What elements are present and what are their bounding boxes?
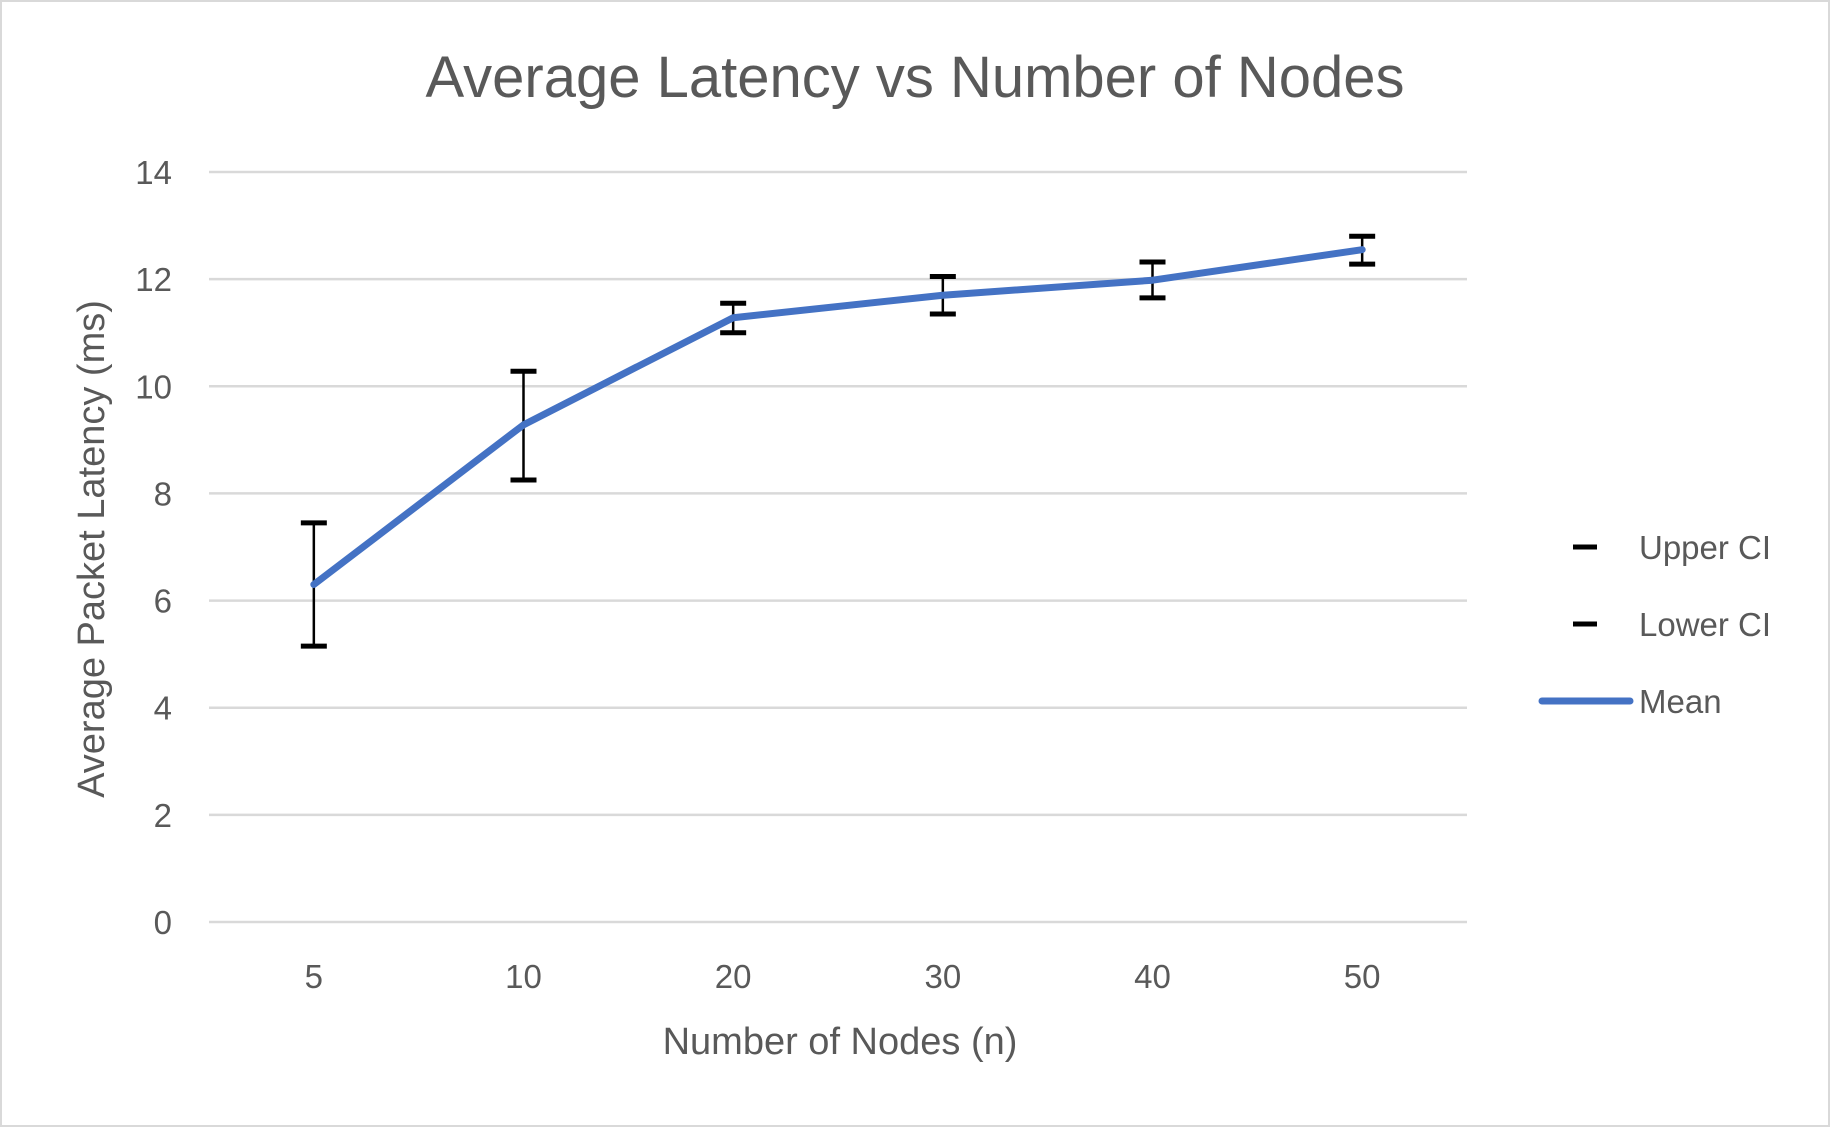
y-tick-label-4: 4 — [154, 690, 172, 727]
mean-point-50 — [1359, 246, 1366, 253]
mean-point-20 — [730, 314, 737, 321]
legend: Upper CI Lower CI Mean — [1538, 529, 1771, 720]
x-axis-title: Number of Nodes (n) — [663, 1021, 1018, 1063]
mean-line — [310, 246, 1366, 588]
x-tick-label-10: 10 — [505, 958, 542, 995]
error-bars — [300, 233, 1376, 649]
x-tick-label-40: 40 — [1134, 958, 1171, 995]
y-tick-label-14: 14 — [135, 154, 172, 191]
y-tick-label-6: 6 — [154, 583, 172, 620]
y-tick-label-2: 2 — [154, 797, 172, 834]
y-tick-label-10: 10 — [135, 368, 172, 405]
mean-series — [310, 246, 1366, 588]
legend-label-mean: Mean — [1639, 683, 1722, 720]
mean-point-30 — [939, 292, 946, 299]
x-tick-label-30: 30 — [924, 958, 961, 995]
mean-point-40 — [1149, 277, 1156, 284]
legend-label-lower-ci: Lower CI — [1639, 606, 1771, 643]
x-tick-labels: 5 10 20 30 40 50 — [305, 958, 1381, 995]
x-tick-label-20: 20 — [715, 958, 752, 995]
chart-title: Average Latency vs Number of Nodes — [425, 45, 1404, 110]
x-tick-label-50: 50 — [1344, 958, 1381, 995]
y-tick-label-12: 12 — [135, 261, 172, 298]
y-tick-labels: 0 2 4 6 8 10 12 14 — [135, 154, 172, 941]
legend-label-upper-ci: Upper CI — [1639, 529, 1771, 566]
mean-point-5 — [310, 581, 317, 588]
y-tick-label-0: 0 — [154, 904, 172, 941]
y-tick-label-8: 8 — [154, 475, 172, 512]
y-axis-title: Average Packet Latency (ms) — [71, 300, 113, 798]
gridlines — [209, 170, 1467, 924]
mean-point-10 — [520, 421, 527, 428]
x-tick-label-5: 5 — [305, 958, 323, 995]
